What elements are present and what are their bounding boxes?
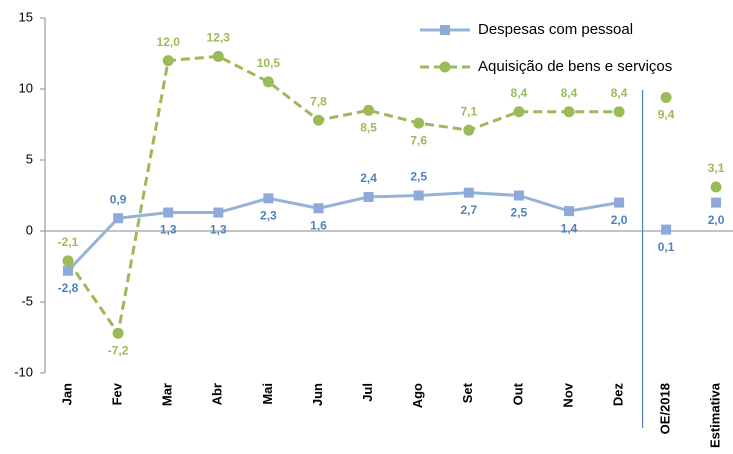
marker — [163, 207, 174, 218]
legend-marker — [440, 25, 450, 35]
data-label: 2,0 — [708, 213, 725, 227]
marker — [661, 224, 672, 235]
marker — [212, 50, 224, 62]
x-tick-label: Mai — [260, 383, 275, 405]
marker — [513, 106, 525, 118]
y-tick-label: -10 — [14, 364, 33, 379]
data-label: 7,6 — [410, 133, 427, 147]
x-tick-label: Out — [510, 382, 525, 405]
data-label: 9,4 — [658, 108, 675, 122]
legend-label: Despesas com pessoal — [478, 21, 633, 38]
marker — [162, 55, 174, 67]
data-label: 1,4 — [561, 221, 578, 235]
marker — [660, 92, 672, 104]
marker — [62, 255, 74, 267]
marker — [263, 193, 274, 204]
data-label: 2,5 — [410, 170, 427, 184]
marker — [363, 104, 375, 116]
marker — [313, 114, 324, 126]
marker — [313, 203, 324, 214]
x-tick-label: Set — [460, 382, 475, 403]
data-label: 8,4 — [561, 86, 578, 100]
data-label: 1,3 — [160, 223, 177, 237]
data-label: 12,3 — [207, 31, 231, 45]
legend-label: Aquisição de bens e serviços — [478, 58, 672, 75]
y-tick-label: 5 — [26, 151, 33, 166]
data-label: 2,5 — [511, 206, 528, 220]
y-tick-label: 10 — [19, 80, 33, 95]
marker — [563, 106, 575, 118]
marker — [613, 106, 625, 118]
data-label: 2,4 — [360, 171, 377, 185]
x-tick-label: Dez — [611, 383, 626, 407]
data-label: 8,4 — [511, 86, 528, 100]
data-label: 10,5 — [257, 56, 281, 70]
marker — [413, 190, 424, 201]
marker — [463, 124, 475, 136]
x-tick-label: Ago — [410, 383, 425, 408]
data-label: 8,5 — [360, 120, 377, 134]
y-tick-label: -5 — [21, 293, 33, 308]
data-label: 1,6 — [310, 218, 327, 232]
data-label: 1,3 — [210, 223, 227, 237]
data-label: 12,0 — [157, 35, 181, 49]
data-label: 2,0 — [611, 213, 628, 227]
marker — [463, 187, 474, 198]
x-tick-label: OE/2018 — [658, 383, 673, 434]
x-tick-label: Nov — [560, 382, 575, 407]
x-tick-label: Abr — [210, 383, 225, 405]
marker — [710, 181, 722, 193]
series-line — [66, 191, 620, 272]
marker — [63, 265, 73, 276]
data-label: 0,9 — [110, 192, 127, 206]
marker — [363, 191, 374, 202]
data-label: 8,4 — [611, 86, 628, 100]
marker — [413, 117, 425, 129]
marker — [213, 207, 224, 218]
data-label: 2,7 — [460, 203, 477, 217]
data-label: 3,1 — [708, 161, 725, 175]
x-tick-label: Fev — [110, 382, 125, 405]
data-label: -2,1 — [58, 235, 79, 249]
series-line — [66, 54, 620, 338]
marker — [513, 190, 524, 201]
data-label: 7,8 — [310, 94, 327, 108]
y-tick-label: 0 — [26, 222, 33, 237]
data-label: 0,1 — [658, 240, 675, 254]
x-tick-label: Mar — [160, 383, 175, 406]
marker — [564, 206, 574, 217]
x-tick-label: Jun — [310, 383, 325, 406]
x-tick-label: Jan — [59, 383, 74, 405]
data-label: -2,8 — [58, 281, 79, 295]
marker — [113, 213, 124, 224]
data-label: 7,1 — [460, 104, 477, 118]
y-tick-label: 15 — [19, 9, 33, 24]
marker — [711, 197, 722, 208]
marker — [262, 76, 274, 88]
x-tick-label: Estimativa — [708, 382, 723, 448]
data-label: -7,2 — [108, 343, 129, 357]
marker — [614, 197, 625, 208]
x-tick-label: Jul — [360, 383, 375, 402]
data-label: 2,3 — [260, 209, 277, 223]
marker — [112, 327, 124, 339]
legend-marker — [439, 61, 451, 73]
